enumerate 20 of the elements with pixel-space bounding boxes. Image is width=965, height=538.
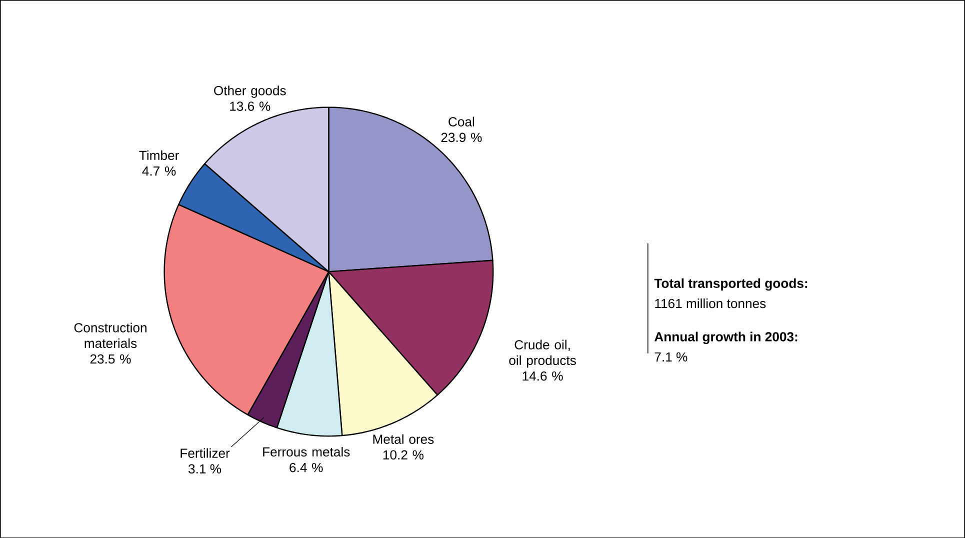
data-label: 3.1 % (188, 464, 222, 474)
data-label: 4.7 % (142, 166, 176, 176)
slice-label: Other goods (214, 85, 286, 98)
text: 7.1 % (654, 352, 688, 362)
slice-label: Construction materials (74, 322, 146, 348)
text: Total transported goods: (654, 278, 808, 290)
slice-label: Metal ores (373, 434, 434, 444)
text: 1161 million tonnes (655, 298, 766, 308)
data-label: 13.6 % (230, 101, 270, 111)
text: Annual growth in 2003: (654, 332, 798, 344)
data-label: 14.6 % (522, 371, 563, 380)
slice-label: Coal (448, 116, 474, 126)
slice-label: Crude oil, oil products (509, 340, 576, 368)
data-label: 23.5 % (90, 354, 131, 364)
data-label: 23.9 % (441, 132, 482, 142)
slice-label: Ferrous metals (263, 446, 350, 456)
data-label: 10.2 % (383, 450, 424, 460)
slice-label: Fertilizer (180, 448, 230, 458)
slice-label: Timber (139, 150, 179, 160)
data-label: 6.4 % (290, 462, 323, 472)
